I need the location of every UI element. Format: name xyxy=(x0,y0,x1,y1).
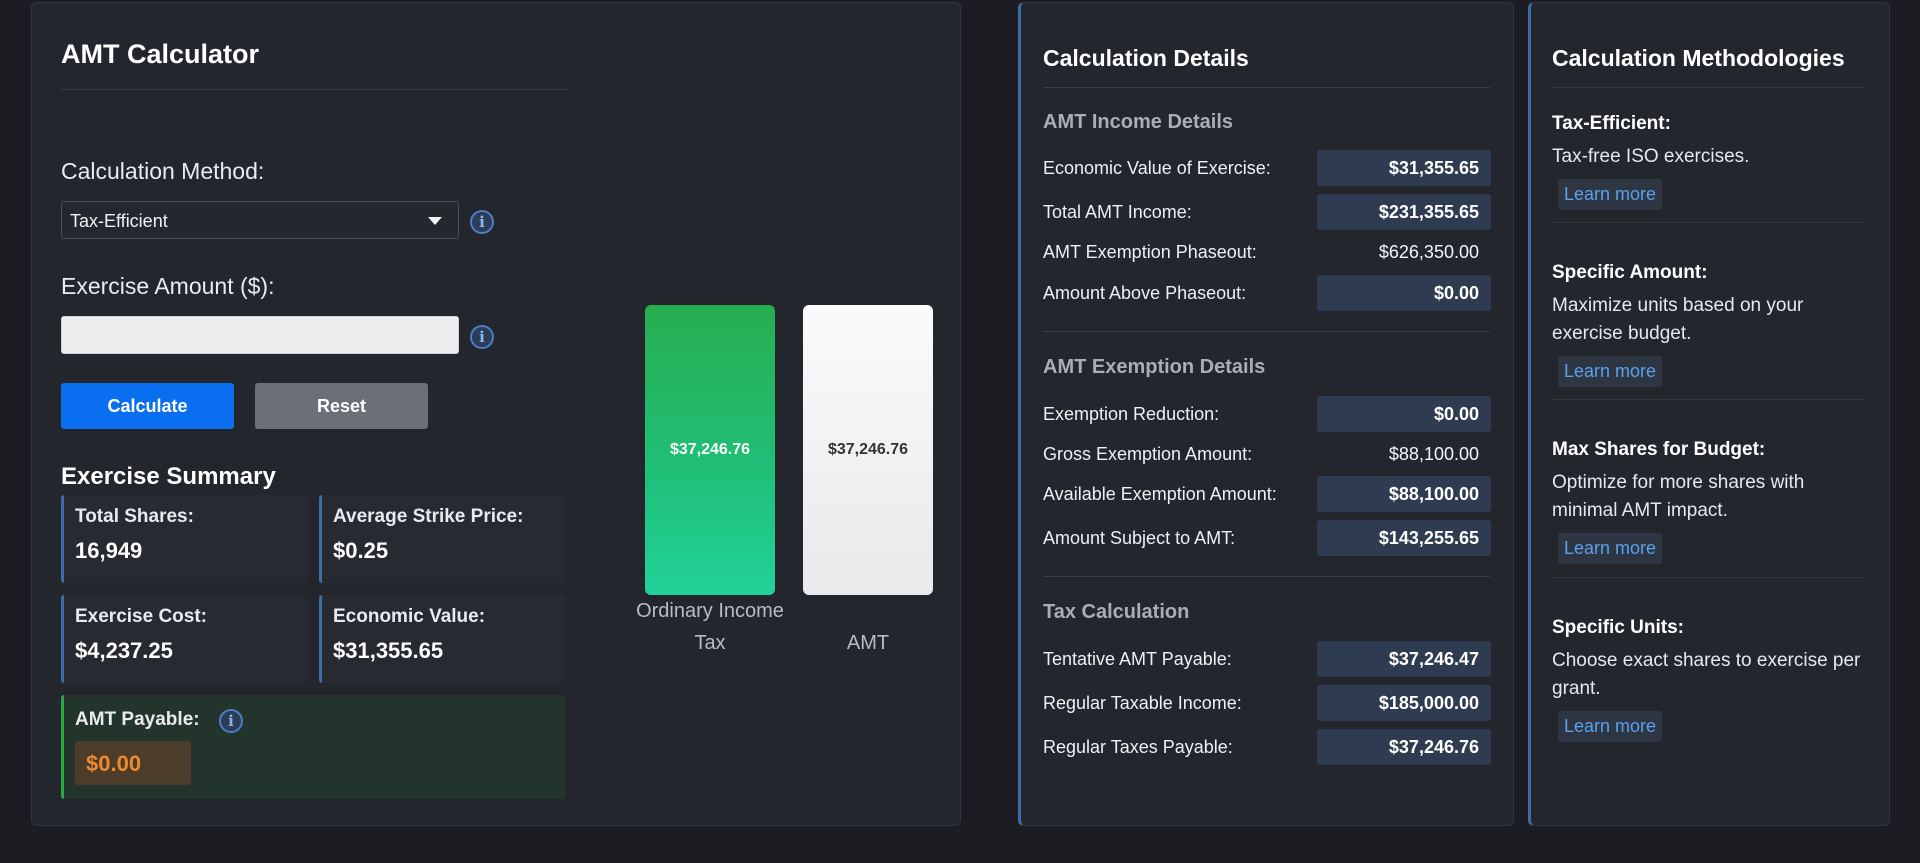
method-name: Specific Amount: xyxy=(1552,262,1708,283)
exemption-reduction-label: Exemption Reduction: xyxy=(1043,404,1220,424)
exercise-cost-value: $4,237.25 xyxy=(75,638,173,663)
details-title: Calculation Details xyxy=(1043,45,1249,71)
details-divider xyxy=(1043,331,1490,332)
methodologies-title: Calculation Methodologies xyxy=(1552,45,1845,71)
above-phaseout-label: Amount Above Phaseout: xyxy=(1043,283,1247,303)
exercise-cost-label: Exercise Cost: xyxy=(75,606,208,627)
method-max-shares: Max Shares for Budget: Optimize for more… xyxy=(1552,439,1862,564)
chevron-down-icon xyxy=(428,217,442,225)
learn-more-button[interactable]: Learn more xyxy=(1558,711,1663,742)
amt-payable-label: AMT Payable: xyxy=(75,709,200,730)
avg-strike-label: Average Strike Price: xyxy=(333,506,524,527)
economic-value-exercise-label: Economic Value of Exercise: xyxy=(1043,158,1271,178)
amt-income-heading: AMT Income Details xyxy=(1043,111,1234,133)
method-specific-units: Specific Units: Choose exact shares to e… xyxy=(1552,617,1862,742)
exercise-cost-card: Exercise Cost: $4,237.25 xyxy=(61,595,307,683)
method-name: Specific Units: xyxy=(1552,617,1684,638)
tentative-amt-value: $37,246.47 xyxy=(1317,641,1491,677)
ordinary-income-tax-bar: $37,246.76 xyxy=(645,305,775,595)
amt-bar: $37,246.76 xyxy=(803,305,933,595)
calculator-title: AMT Calculator xyxy=(61,39,260,69)
amt-phaseout-value: $626,350.00 xyxy=(1378,242,1479,262)
amt-phaseout-label: AMT Exemption Phaseout: xyxy=(1043,242,1257,262)
avg-strike-value: $0.25 xyxy=(333,538,389,563)
learn-more-button[interactable]: Learn more xyxy=(1558,533,1663,564)
amt-bar-label: AMT xyxy=(846,632,890,654)
total-shares-label: Total Shares: xyxy=(75,506,194,527)
calculation-details-panel: Calculation Details AMT Income Details E… xyxy=(1018,2,1514,826)
available-exemption-value: $88,100.00 xyxy=(1317,476,1491,512)
total-amt-income-value: $231,355.65 xyxy=(1317,194,1491,230)
title-divider xyxy=(61,89,567,90)
economic-value-card: Economic Value: $31,355.65 xyxy=(319,595,565,683)
amount-label: Exercise Amount ($): xyxy=(61,273,275,299)
calculate-button[interactable]: Calculate xyxy=(61,383,234,429)
regular-taxable-income-value: $185,000.00 xyxy=(1317,685,1491,721)
regular-taxes-value: $37,246.76 xyxy=(1317,729,1491,765)
method-select[interactable]: Tax-Efficient xyxy=(61,201,459,239)
subject-to-amt-label: Amount Subject to AMT: xyxy=(1043,528,1236,548)
method-select-value: Tax-Efficient xyxy=(70,211,168,231)
ordinary-income-tax-label: Ordinary Income Tax xyxy=(636,600,784,654)
available-exemption-label: Available Exemption Amount: xyxy=(1043,484,1277,504)
subject-to-amt-value: $143,255.65 xyxy=(1317,520,1491,556)
tentative-amt-label: Tentative AMT Payable: xyxy=(1043,649,1232,669)
method-description: Maximize units based on your exercise bu… xyxy=(1552,295,1804,344)
method-description: Choose exact shares to exercise per gran… xyxy=(1552,650,1861,699)
methods-divider xyxy=(1552,222,1866,223)
amt-payable-card: AMT Payable: i $0.00 xyxy=(61,695,565,799)
reset-button[interactable]: Reset xyxy=(255,383,428,429)
economic-value-exercise-value: $31,355.65 xyxy=(1317,150,1491,186)
tax-calculation-heading: Tax Calculation xyxy=(1043,601,1190,623)
exemption-reduction-value: $0.00 xyxy=(1317,396,1491,432)
details-divider xyxy=(1043,576,1490,577)
total-shares-card: Total Shares: 16,949 xyxy=(61,495,307,583)
method-tax-efficient: Tax-Efficient: Tax-free ISO exercises. L… xyxy=(1552,113,1862,210)
gross-exemption-value: $88,100.00 xyxy=(1388,444,1479,464)
amt-payable-value: $0.00 xyxy=(75,741,191,785)
regular-taxable-income-label: Regular Taxable Income: xyxy=(1043,693,1242,713)
info-icon[interactable]: i xyxy=(470,325,494,349)
method-label: Calculation Method: xyxy=(61,158,265,184)
total-shares-value: 16,949 xyxy=(75,538,143,563)
exercise-amount-input[interactable] xyxy=(61,316,459,354)
method-specific-amount: Specific Amount: Maximize units based on… xyxy=(1552,262,1862,387)
method-name: Tax-Efficient: xyxy=(1552,113,1671,134)
avg-strike-card: Average Strike Price: $0.25 xyxy=(319,495,565,583)
above-phaseout-value: $0.00 xyxy=(1317,275,1491,311)
exercise-summary-title: Exercise Summary xyxy=(61,463,276,490)
learn-more-button[interactable]: Learn more xyxy=(1558,179,1663,210)
economic-value-value: $31,355.65 xyxy=(333,638,444,663)
calculator-panel: AMT Calculator Calculation Method: Tax-E… xyxy=(31,2,961,826)
learn-more-button[interactable]: Learn more xyxy=(1558,356,1663,387)
methods-divider xyxy=(1552,399,1866,400)
total-amt-income-label: Total AMT Income: xyxy=(1043,202,1192,222)
methodologies-panel: Calculation Methodologies Tax-Efficient:… xyxy=(1528,2,1890,826)
info-icon[interactable]: i xyxy=(470,210,494,234)
info-icon[interactable]: i xyxy=(219,709,243,733)
details-divider xyxy=(1043,87,1490,88)
method-description: Tax-free ISO exercises. xyxy=(1552,146,1750,167)
economic-value-label: Economic Value: xyxy=(333,606,486,627)
method-name: Max Shares for Budget: xyxy=(1552,439,1766,460)
methods-divider xyxy=(1552,87,1866,88)
methods-divider xyxy=(1552,577,1866,578)
amt-exemption-heading: AMT Exemption Details xyxy=(1043,356,1266,378)
method-description: Optimize for more shares with minimal AM… xyxy=(1552,472,1805,521)
regular-taxes-label: Regular Taxes Payable: xyxy=(1043,737,1233,757)
gross-exemption-label: Gross Exemption Amount: xyxy=(1043,444,1253,464)
